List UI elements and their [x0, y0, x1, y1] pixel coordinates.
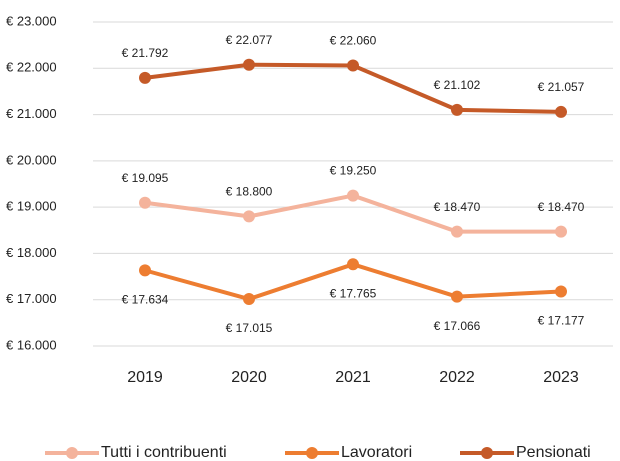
data-point: [347, 59, 359, 72]
x-tick-label: 2023: [543, 369, 579, 386]
data-label: € 18.800: [226, 185, 273, 199]
legend-marker: [481, 447, 493, 459]
x-tick-label: 2021: [335, 369, 371, 386]
legend-marker: [306, 447, 318, 459]
legend-marker: [66, 447, 78, 459]
series-line: [144, 62, 562, 114]
data-point: [555, 225, 567, 238]
data-point: [243, 293, 255, 306]
data-label: € 17.066: [434, 319, 481, 333]
data-label: € 22.060: [330, 34, 377, 48]
legend-label: Lavoratori: [341, 444, 412, 461]
data-label: € 17.634: [122, 293, 169, 307]
data-point: [451, 225, 463, 238]
data-label: € 17.765: [330, 286, 377, 300]
legend-label: Tutti i contribuenti: [101, 444, 227, 461]
y-tick-label: € 21.000: [6, 106, 57, 121]
y-tick-label: € 19.000: [6, 199, 57, 214]
data-label: € 19.095: [122, 171, 169, 185]
legend-label: Pensionati: [516, 444, 591, 461]
data-label: € 19.250: [330, 164, 377, 178]
data-label: € 17.177: [538, 314, 585, 328]
y-tick-label: € 18.000: [6, 245, 57, 260]
data-label: € 17.015: [226, 321, 273, 335]
data-label: € 21.792: [122, 46, 169, 60]
data-point: [451, 103, 463, 116]
y-tick-label: € 16.000: [6, 337, 57, 352]
data-point: [555, 105, 567, 118]
data-label: € 22.077: [226, 33, 273, 47]
data-point: [243, 210, 255, 223]
data-point: [139, 196, 151, 209]
data-point: [243, 58, 255, 71]
y-tick-label: € 20.000: [6, 152, 57, 167]
data-point: [451, 290, 463, 303]
x-tick-label: 2020: [231, 369, 267, 386]
y-tick-label: € 22.000: [6, 60, 57, 75]
y-tick-label: € 17.000: [6, 291, 57, 306]
data-label: € 18.470: [434, 200, 481, 214]
data-label: € 21.057: [538, 80, 585, 94]
x-tick-label: 2019: [127, 369, 163, 386]
data-point: [347, 189, 359, 202]
data-label: € 21.102: [434, 78, 481, 92]
data-point: [555, 285, 567, 298]
data-point: [139, 71, 151, 84]
x-tick-label: 2022: [439, 369, 475, 386]
y-tick-label: € 23.000: [6, 13, 57, 28]
data-label: € 18.470: [538, 200, 585, 214]
data-point: [347, 258, 359, 271]
data-point: [139, 264, 151, 277]
